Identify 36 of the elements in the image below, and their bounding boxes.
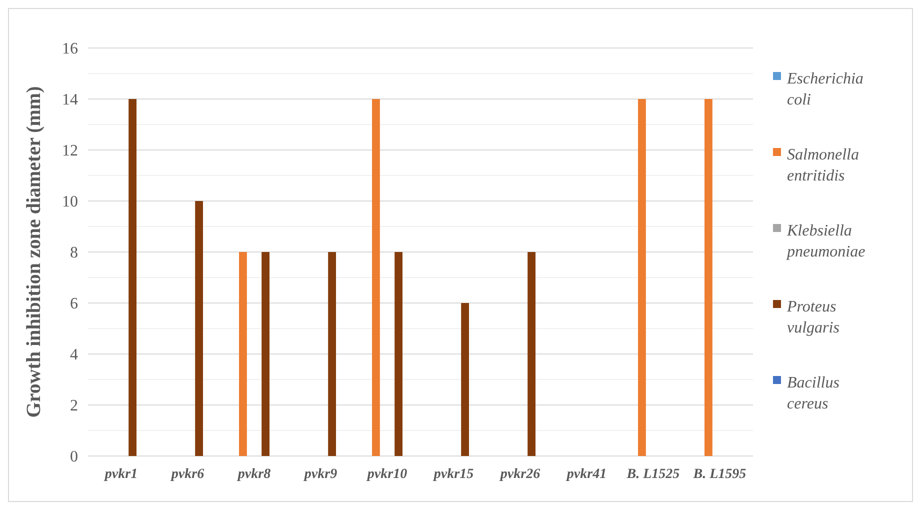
- y-tick-label: 16: [62, 40, 78, 58]
- y-tick-label: 14: [62, 92, 78, 109]
- x-tick-label: pvkr26: [499, 467, 540, 482]
- bar: [461, 303, 469, 456]
- legend-label: Escherichia coli: [786, 70, 864, 108]
- bar: [372, 99, 380, 456]
- bar: [128, 99, 136, 456]
- bar: [262, 252, 270, 456]
- y-tick-label: 10: [62, 194, 78, 211]
- x-tick-label: pvkr41: [566, 467, 607, 482]
- bar: [328, 252, 336, 456]
- bar: [239, 252, 247, 456]
- y-tick-label: 0: [70, 448, 78, 466]
- x-tick-label: pvkr6: [170, 467, 204, 482]
- y-tick-label: 2: [70, 398, 78, 415]
- y-tick-label: 12: [62, 142, 78, 160]
- x-tick-label: pvkr9: [303, 467, 338, 482]
- bar: [394, 252, 402, 456]
- y-tick-label: 6: [70, 296, 78, 313]
- y-tick-label: 4: [70, 346, 78, 364]
- y-axis-title: Growth inhibition zone diameter (mm): [23, 86, 45, 418]
- legend-label: Salmonella entritidis: [787, 146, 859, 184]
- bar: [195, 201, 203, 456]
- y-tick-label: 8: [70, 244, 78, 262]
- bar: [528, 252, 536, 456]
- x-tick-label: pvkr8: [236, 467, 271, 482]
- x-tick-label: pvkr15: [432, 467, 474, 482]
- x-tick-label: pvkr10: [366, 467, 408, 482]
- x-tick-label: B. L1595: [692, 467, 746, 482]
- bar: [638, 99, 646, 456]
- bar: [704, 99, 712, 456]
- legend-label: Klebsiella pneumoniae: [786, 222, 866, 260]
- legend-label: Bacillus cereus: [787, 374, 840, 412]
- x-tick-label: pvkr1: [104, 467, 138, 482]
- legend-label: Proteus vulgaris: [786, 298, 840, 336]
- x-tick-label: B. L1525: [626, 467, 680, 482]
